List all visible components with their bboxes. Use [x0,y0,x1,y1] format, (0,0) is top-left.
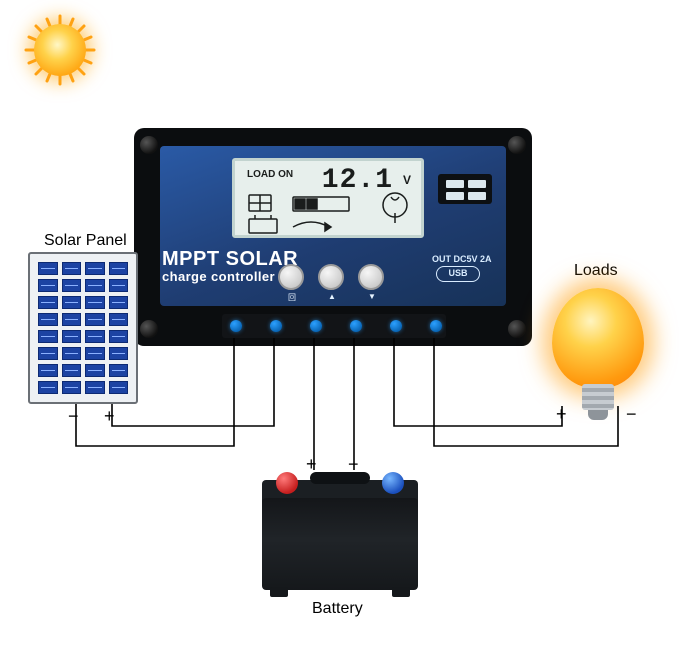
wiring-diagram [0,0,679,659]
